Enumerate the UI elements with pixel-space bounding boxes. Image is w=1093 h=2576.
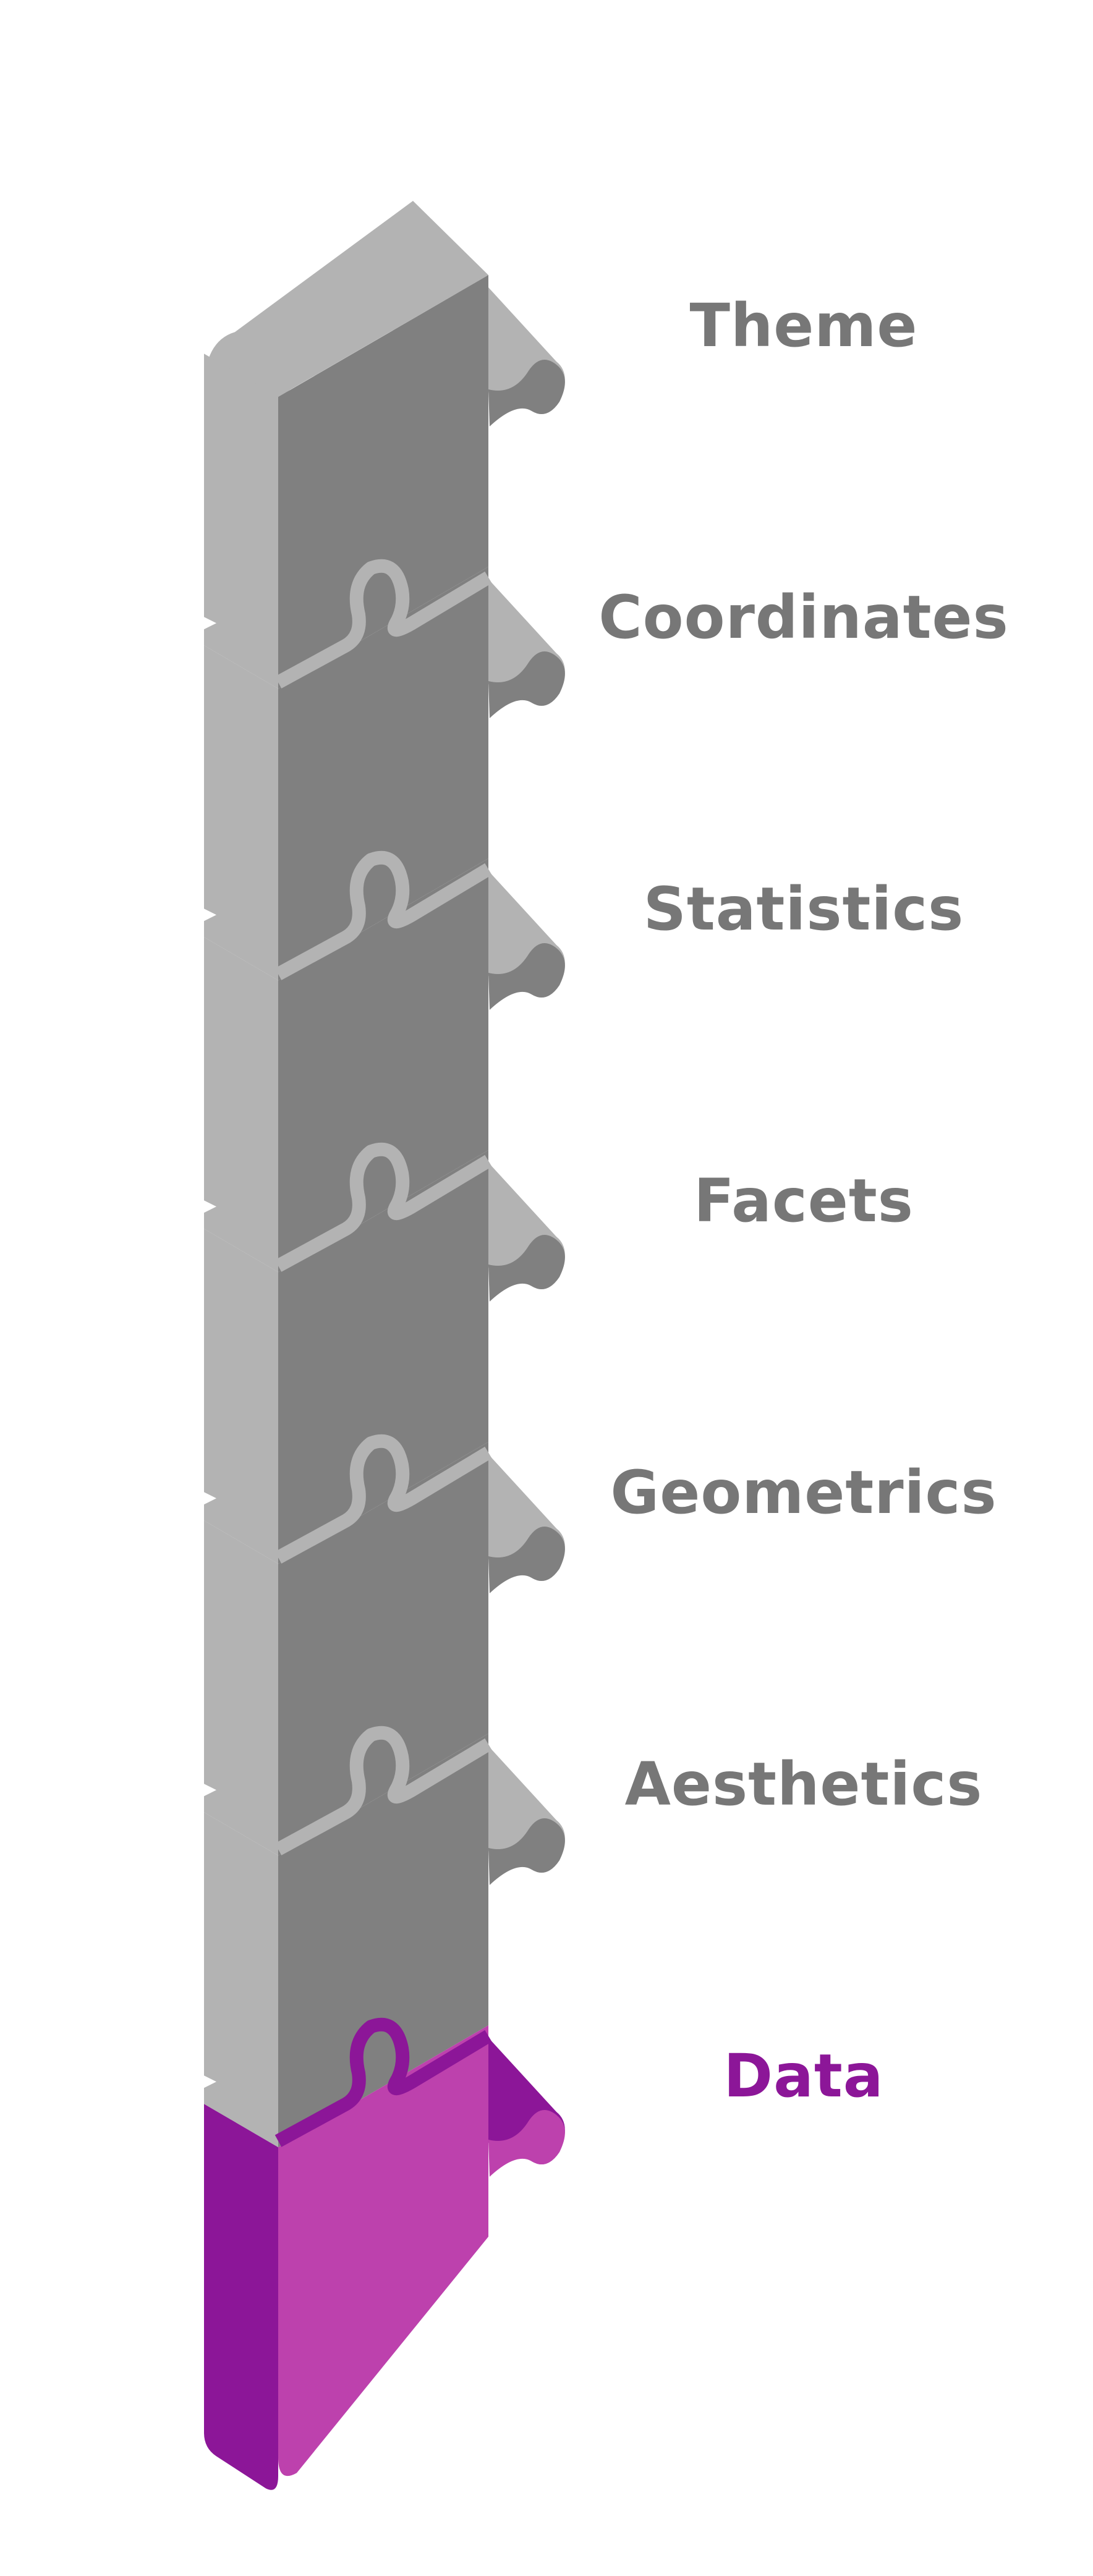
layer-label-coordinates: Coordinates [598,583,1009,652]
layer-label-aesthetics: Aesthetics [625,1750,983,1819]
puzzle-piece-data [204,2017,565,2490]
puzzle-piece-theme [204,201,565,689]
puzzle-piece-aesthetics [204,1726,565,2148]
layer-label-facets: Facets [694,1166,914,1235]
layer-label-statistics: Statistics [644,875,964,944]
puzzle-piece-coordinates [204,559,565,981]
puzzle-piece-geometrics [204,1434,565,1856]
layer-label-geometrics: Geometrics [610,1458,997,1527]
layer-label-data: Data [723,2041,883,2111]
puzzle-piece-facets [204,1142,565,1564]
puzzle-piece-statistics [204,850,565,1273]
layer-label-theme: Theme [689,291,917,360]
